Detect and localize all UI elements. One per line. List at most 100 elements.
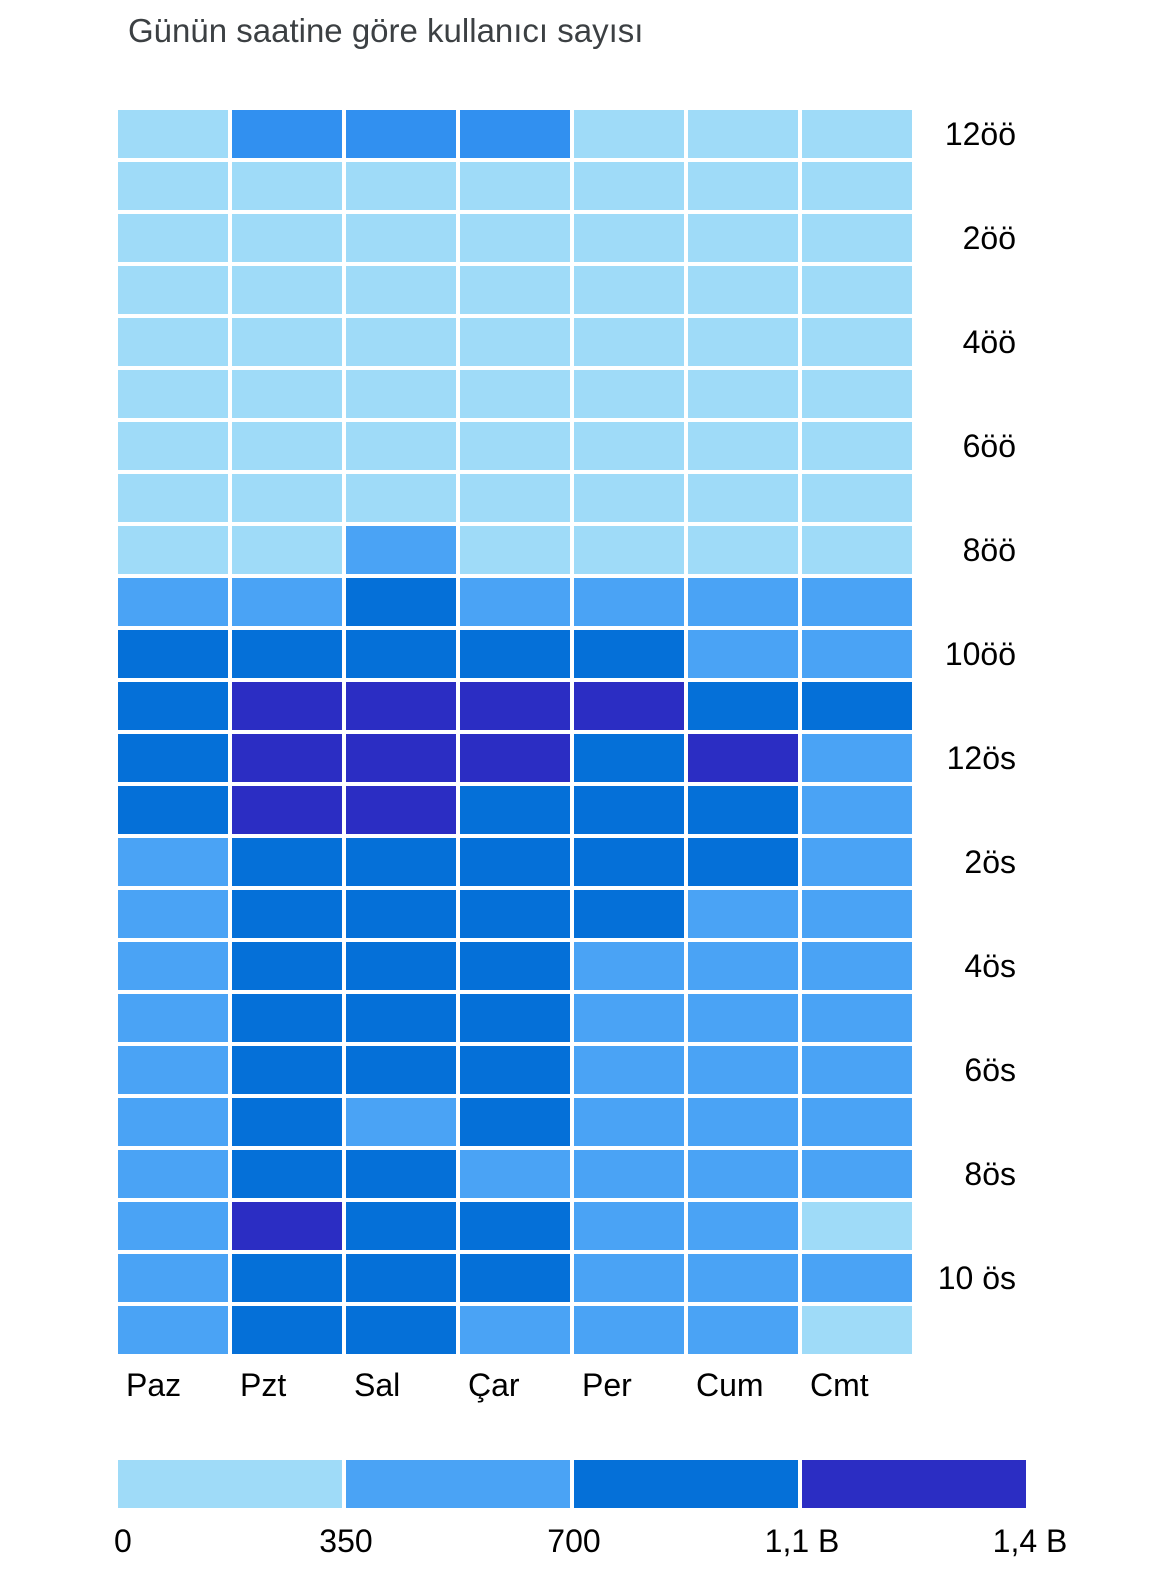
- heatmap-cell: [574, 734, 684, 782]
- heatmap-cell: [688, 214, 798, 262]
- chart-title: Günün saatine göre kullanıcı sayısı: [128, 12, 644, 49]
- heatmap-cell: [118, 1306, 228, 1354]
- heatmap-cell: [802, 1098, 912, 1146]
- heatmap-cell: [346, 526, 456, 574]
- heatmap-cell: [346, 682, 456, 730]
- heatmap-cell: [460, 318, 570, 366]
- heatmap-cell: [346, 890, 456, 938]
- heatmap-cell: [346, 370, 456, 418]
- heatmap-cell: [460, 890, 570, 938]
- heatmap-cell: [688, 1046, 798, 1094]
- heatmap-cell: [460, 1254, 570, 1302]
- heatmap-cell: [802, 1254, 912, 1302]
- legend-tick-label: 0: [114, 1523, 132, 1559]
- legend-swatch: [346, 1460, 570, 1508]
- heatmap-cell: [688, 838, 798, 886]
- heatmap-cell: [574, 214, 684, 262]
- legend-swatch: [118, 1460, 342, 1508]
- heatmap-cell: [802, 1046, 912, 1094]
- heatmap-cell: [460, 682, 570, 730]
- heatmap-cell: [688, 1306, 798, 1354]
- heatmap-cell: [232, 370, 342, 418]
- y-tick-label: 6ös: [964, 1052, 1016, 1088]
- heatmap-cell: [460, 526, 570, 574]
- heatmap-cell: [460, 786, 570, 834]
- y-tick-label: 12öö: [945, 116, 1016, 152]
- heatmap-cell: [688, 578, 798, 626]
- heatmap-cell: [232, 1098, 342, 1146]
- heatmap-cell: [460, 162, 570, 210]
- heatmap-cell: [232, 682, 342, 730]
- heatmap-cell: [118, 786, 228, 834]
- heatmap-cell: [460, 1046, 570, 1094]
- heatmap-cell: [460, 370, 570, 418]
- heatmap-cell: [574, 1254, 684, 1302]
- heatmap-cell: [232, 1202, 342, 1250]
- heatmap-cell: [574, 838, 684, 886]
- legend-tick-label: 700: [547, 1523, 600, 1559]
- heatmap-cell: [460, 266, 570, 314]
- x-tick-label: Cum: [696, 1367, 764, 1403]
- heatmap-cell: [232, 526, 342, 574]
- legend-swatch: [574, 1460, 798, 1508]
- heatmap-cell: [118, 526, 228, 574]
- heatmap-cell: [232, 318, 342, 366]
- heatmap-cell: [232, 630, 342, 678]
- heatmap-cell: [574, 526, 684, 574]
- heatmap-cell: [802, 214, 912, 262]
- heatmap-cell: [118, 1098, 228, 1146]
- heatmap-cell: [346, 214, 456, 262]
- y-tick-label: 12ös: [947, 740, 1016, 776]
- heatmap-cell: [346, 162, 456, 210]
- heatmap-cell: [574, 682, 684, 730]
- heatmap-cell: [574, 110, 684, 158]
- heatmap-cell: [688, 890, 798, 938]
- heatmap-cell: [232, 994, 342, 1042]
- heatmap-cell: [346, 1254, 456, 1302]
- heatmap-cell: [232, 1046, 342, 1094]
- heatmap-cell: [574, 630, 684, 678]
- y-tick-label: 6öö: [963, 428, 1016, 464]
- heatmap-cell: [574, 266, 684, 314]
- heatmap-cell: [118, 162, 228, 210]
- heatmap-cell: [118, 110, 228, 158]
- heatmap-cell: [574, 890, 684, 938]
- heatmap-cell: [346, 994, 456, 1042]
- heatmap-cell: [232, 266, 342, 314]
- heatmap-cell: [688, 942, 798, 990]
- heatmap-cell: [688, 474, 798, 522]
- heatmap-cell: [688, 734, 798, 782]
- heatmap-cell: [574, 370, 684, 418]
- heatmap-cell: [460, 110, 570, 158]
- heatmap-cell: [118, 838, 228, 886]
- heatmap-cell: [688, 526, 798, 574]
- heatmap-cell: [574, 162, 684, 210]
- heatmap-cell: [346, 1098, 456, 1146]
- heatmap-cell: [460, 1098, 570, 1146]
- heatmap-cell: [688, 370, 798, 418]
- heatmap-cell: [232, 422, 342, 470]
- heatmap-cell: [802, 370, 912, 418]
- heatmap-cell: [118, 1254, 228, 1302]
- x-axis-ticks: Paz Pzt Sal Çar Per Cum Cmt: [126, 1367, 869, 1403]
- heatmap-cell: [460, 630, 570, 678]
- y-tick-label: 2öö: [963, 220, 1016, 256]
- y-tick-label: 10öö: [945, 636, 1016, 672]
- heatmap-cell: [346, 838, 456, 886]
- heatmap-cell: [802, 682, 912, 730]
- heatmap-cell: [346, 1150, 456, 1198]
- heatmap-cell: [460, 1306, 570, 1354]
- heatmap-cell: [460, 994, 570, 1042]
- heatmap-cell: [232, 162, 342, 210]
- heatmap-cells: [118, 110, 912, 1354]
- heatmap-cell: [574, 1150, 684, 1198]
- heatmap-cell: [232, 474, 342, 522]
- heatmap-cell: [802, 162, 912, 210]
- heatmap-cell: [346, 318, 456, 366]
- heatmap-cell: [802, 318, 912, 366]
- heatmap-cell: [232, 890, 342, 938]
- heatmap-cell: [346, 110, 456, 158]
- heatmap-cell: [802, 422, 912, 470]
- heatmap-cell: [346, 1046, 456, 1094]
